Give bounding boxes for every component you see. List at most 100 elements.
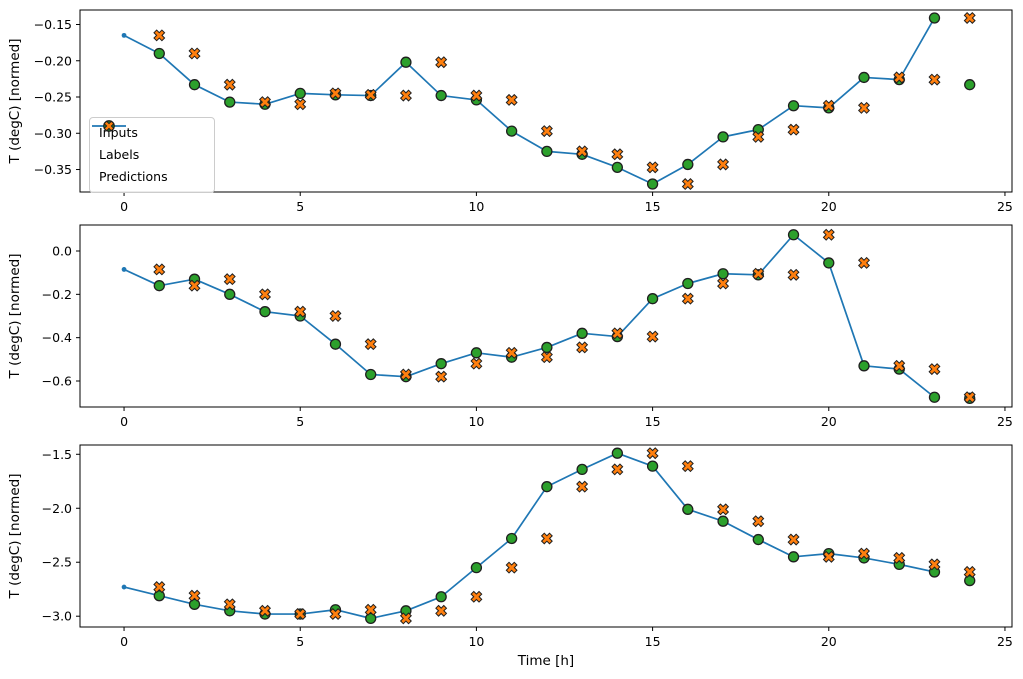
x-tick-label: 20	[821, 414, 837, 429]
label-marker	[787, 100, 800, 112]
prediction-marker	[646, 330, 659, 343]
prediction-marker	[258, 288, 272, 301]
label-marker	[365, 612, 377, 625]
prediction-marker	[963, 391, 976, 404]
y-axis-label: T (degC) [normed]	[7, 254, 23, 380]
prediction-marker	[364, 88, 377, 101]
prediction-marker	[470, 89, 483, 102]
y-tick-label: −0.15	[34, 17, 72, 32]
prediction-marker	[364, 603, 377, 616]
prediction-marker	[258, 604, 272, 617]
legend-label-labels: Labels	[99, 147, 140, 162]
prediction-marker	[893, 551, 906, 564]
label-marker	[787, 229, 800, 241]
x-tick-label: 25	[997, 199, 1013, 214]
label-marker	[259, 306, 271, 318]
legend-item-labels: Labels	[99, 120, 205, 165]
x-tick-label: 10	[468, 414, 484, 429]
x-tick-label: 10	[468, 634, 484, 649]
x-tick-label: 0	[120, 199, 128, 214]
y-tick-label: −0.30	[34, 126, 72, 141]
prediction-marker	[329, 309, 342, 323]
prediction-marker	[928, 363, 941, 376]
label-marker	[505, 532, 518, 545]
prediction-marker	[787, 268, 800, 281]
prediction-marker	[258, 96, 272, 109]
prediction-marker	[717, 503, 730, 516]
label-marker	[611, 447, 624, 459]
x-tick-label: 5	[296, 414, 304, 429]
y-tick-label: −0.2	[42, 287, 72, 302]
x-tick-label: 0	[120, 414, 128, 429]
label-marker	[188, 598, 201, 610]
prediction-marker	[470, 590, 483, 603]
prediction-marker	[822, 550, 835, 563]
prediction-marker	[540, 532, 553, 545]
label-marker	[505, 125, 518, 137]
x-tick-label: 25	[997, 634, 1013, 649]
prediction-marker	[717, 277, 730, 290]
axes-frame	[79, 444, 1013, 628]
label-marker	[365, 368, 377, 381]
label-marker	[858, 71, 870, 84]
y-tick-label: 0.0	[52, 244, 72, 259]
x-tick-label: 5	[296, 199, 304, 214]
prediction-marker	[928, 73, 941, 86]
input-point-marker	[121, 267, 127, 272]
prediction-marker	[540, 351, 553, 364]
label-marker	[787, 551, 800, 563]
label-marker	[329, 338, 342, 350]
label-marker	[435, 89, 447, 102]
label-marker	[928, 12, 941, 24]
label-marker	[294, 87, 306, 100]
prediction-marker	[963, 11, 976, 24]
label-marker	[717, 268, 729, 280]
prediction-marker	[681, 178, 694, 191]
label-marker	[928, 391, 941, 403]
prediction-marker	[470, 357, 483, 370]
prediction-marker	[399, 612, 412, 625]
prediction-marker	[822, 228, 835, 241]
prediction-marker	[505, 346, 518, 359]
prediction-marker	[188, 47, 201, 60]
prediction-marker	[646, 161, 659, 174]
x-tick-label: 15	[645, 199, 661, 214]
prediction-marker	[435, 604, 448, 617]
prediction-marker	[611, 463, 624, 476]
label-marker	[682, 277, 694, 290]
predictions-x-icon	[103, 120, 115, 132]
prediction-marker	[576, 145, 589, 158]
x-tick-label: 20	[821, 634, 837, 649]
prediction-marker	[329, 608, 342, 621]
y-axis-label: T (degC) [normed]	[7, 39, 23, 165]
label-marker	[611, 161, 624, 173]
prediction-marker	[928, 558, 941, 571]
label-marker	[717, 131, 729, 143]
inputs-line	[123, 233, 936, 398]
y-tick-label: −2.0	[42, 501, 72, 516]
x-tick-label: 20	[821, 199, 837, 214]
label-marker	[964, 79, 976, 91]
y-axis-label: T (degC) [normed]	[7, 474, 23, 600]
prediction-marker	[857, 547, 871, 560]
input-point-marker	[121, 584, 127, 590]
label-marker	[470, 347, 483, 359]
prediction-marker	[576, 341, 589, 354]
prediction-marker	[893, 359, 906, 372]
label-marker	[435, 358, 447, 370]
prediction-marker	[505, 93, 518, 106]
prediction-marker	[223, 78, 236, 91]
label-marker	[717, 515, 729, 527]
label-marker	[682, 158, 694, 171]
prediction-marker	[857, 101, 871, 114]
prediction-marker	[188, 589, 201, 602]
label-marker	[541, 481, 553, 493]
prediction-marker	[364, 338, 377, 351]
x-tick-label: 10	[468, 199, 484, 214]
y-tick-label: −0.4	[42, 330, 72, 345]
prediction-marker	[787, 533, 800, 546]
y-tick-label: −3.0	[42, 609, 72, 624]
label-marker	[400, 56, 412, 68]
label-marker	[646, 460, 659, 472]
label-marker	[153, 280, 165, 292]
